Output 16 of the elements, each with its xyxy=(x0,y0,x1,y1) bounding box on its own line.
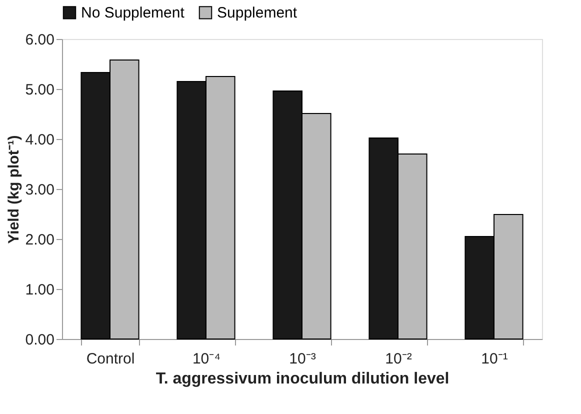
y-tick-label: 1.00 xyxy=(25,282,54,298)
y-tick-label: 4.00 xyxy=(25,132,54,148)
y-tick-label: 3.00 xyxy=(25,182,54,198)
y-tick-label: 6.00 xyxy=(25,32,54,48)
x-tick-label: 10⁻² xyxy=(385,350,412,368)
legend-label: Supplement xyxy=(217,4,298,22)
x-axis-title: T. aggressivum inoculum dilution level xyxy=(156,370,450,388)
x-tick-label: 10⁻³ xyxy=(289,350,316,368)
y-axis-title: Yield (kg plot⁻¹) xyxy=(5,135,22,244)
legend-label: No Supplement xyxy=(81,4,186,22)
y-tick-label: 2.00 xyxy=(25,232,54,248)
x-tick-label: 10⁻⁴ xyxy=(192,350,221,368)
y-tick-label: 5.00 xyxy=(25,82,54,98)
x-tick-label: Control xyxy=(86,350,135,368)
x-tick-label: 10⁻¹ xyxy=(481,350,508,368)
y-tick-label: 0.00 xyxy=(25,332,54,348)
